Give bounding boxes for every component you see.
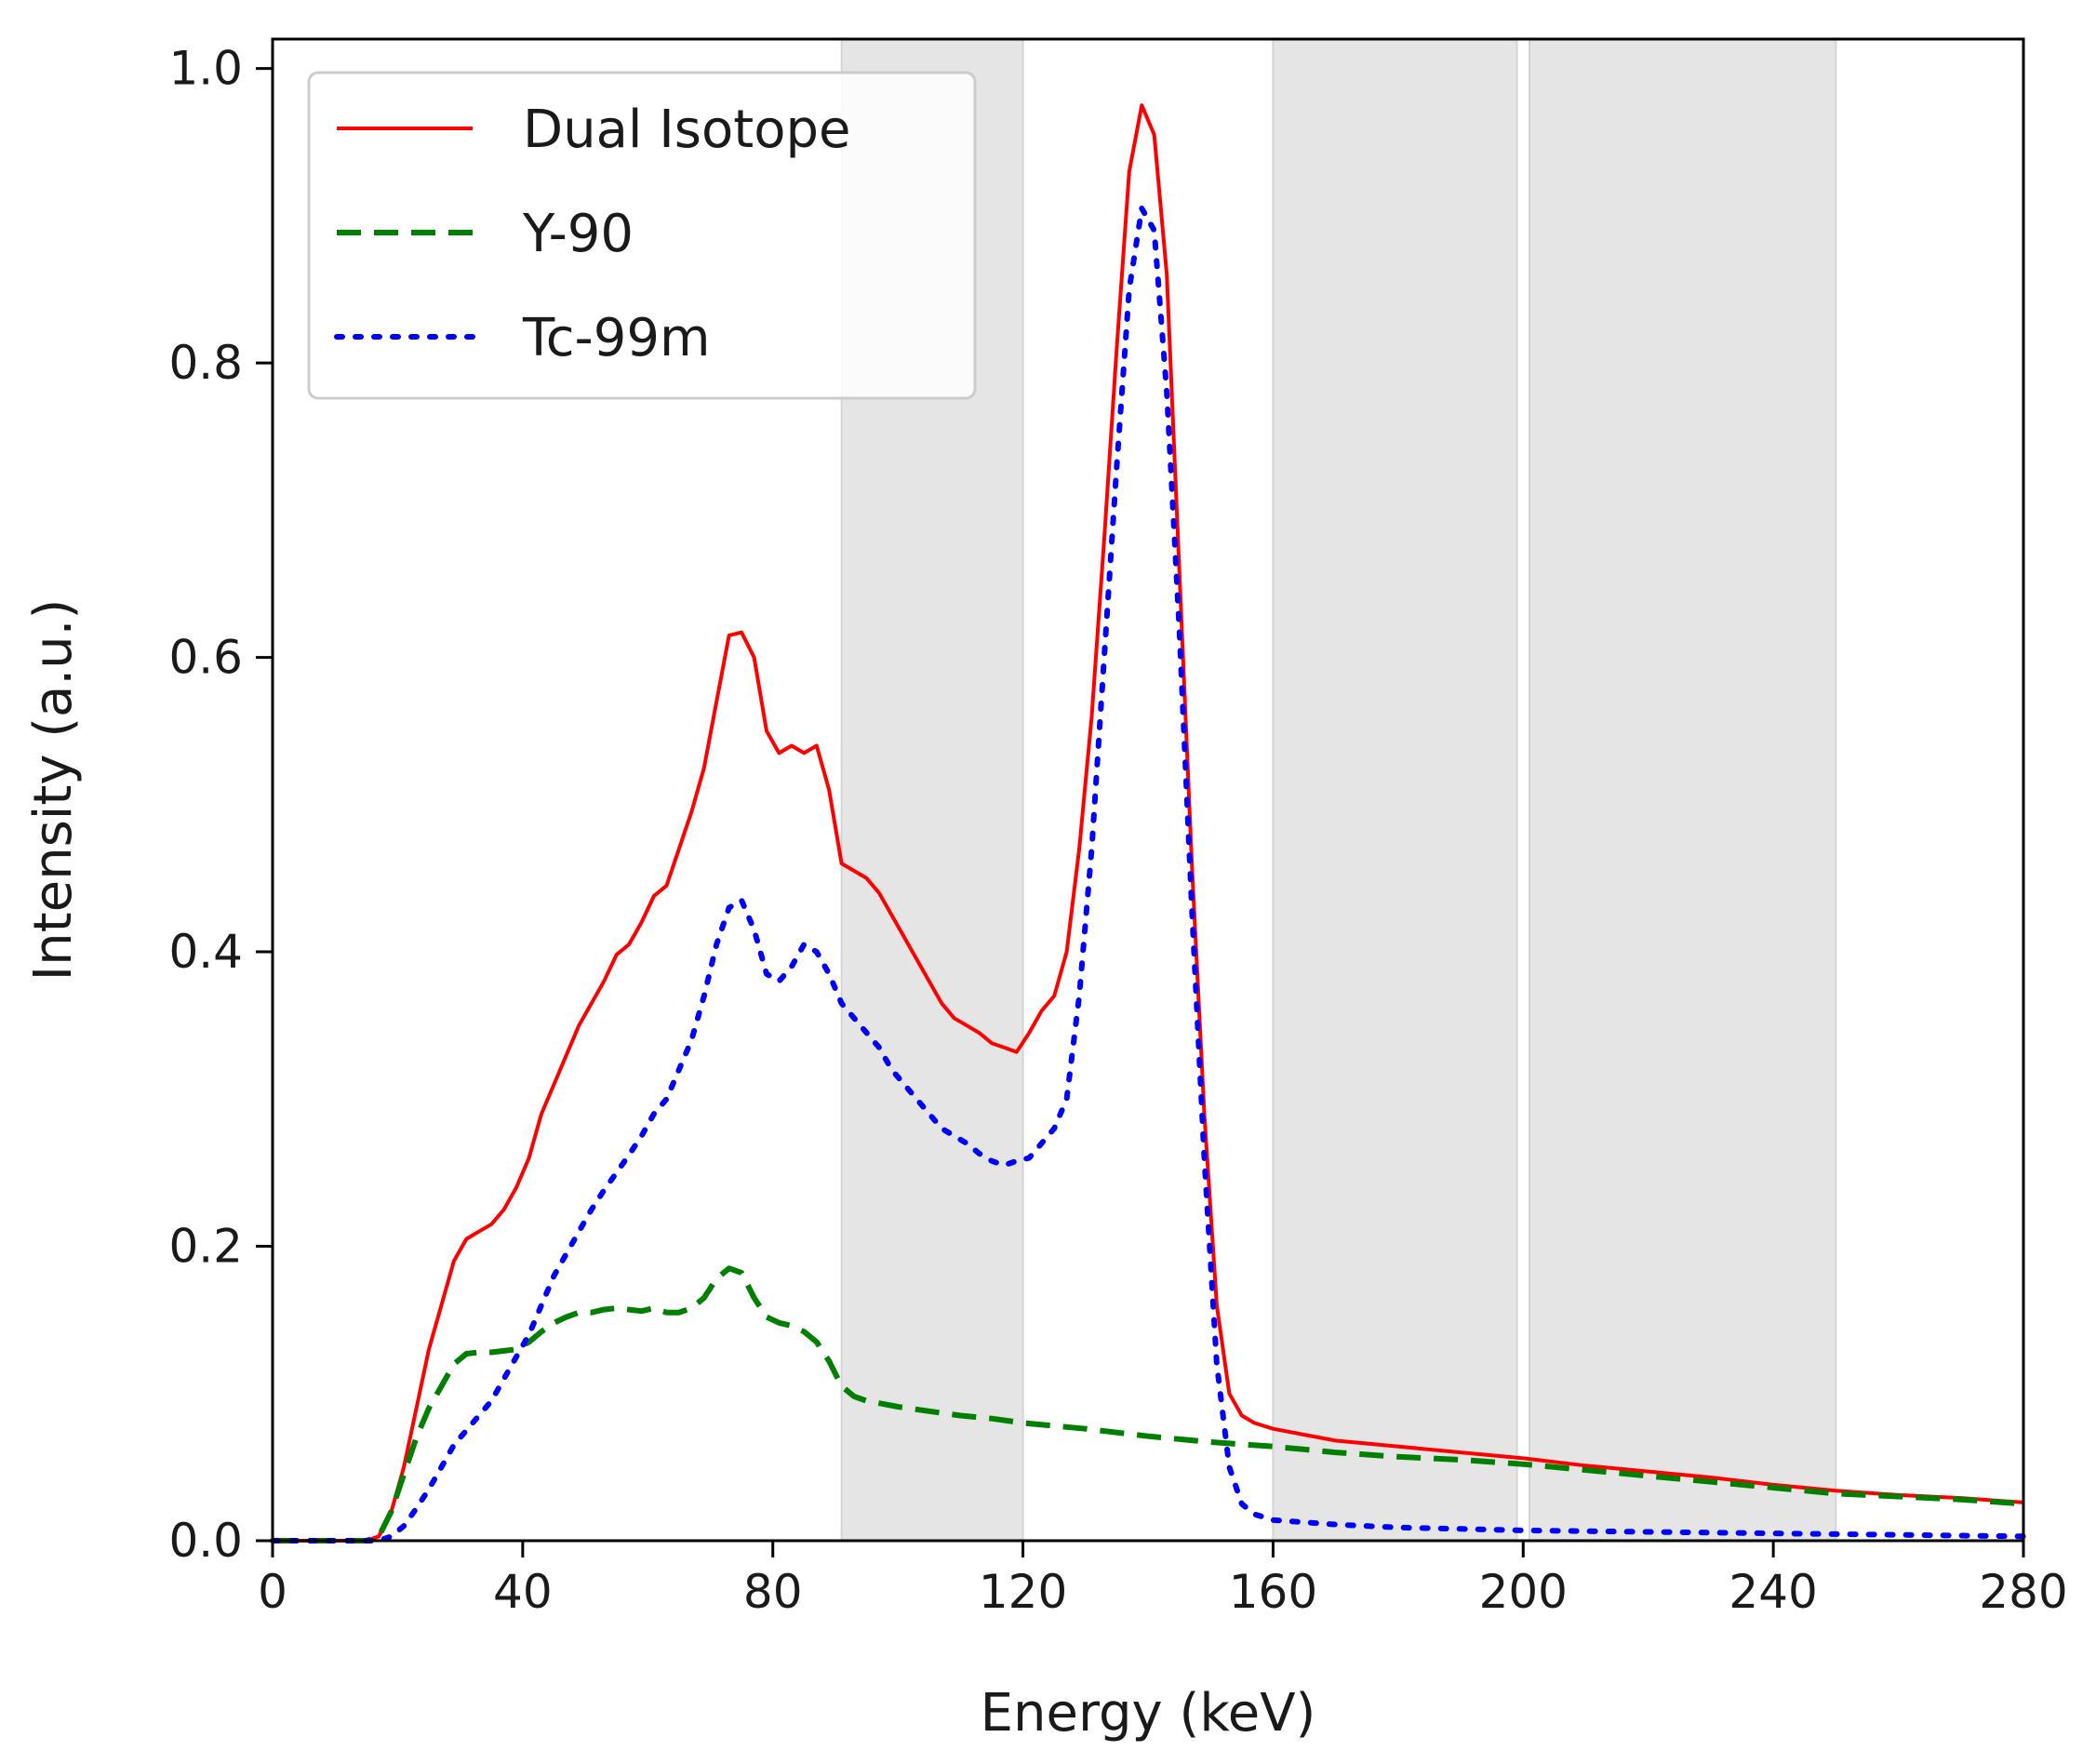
series-line-y-90	[273, 1265, 2024, 1544]
x-tick-label: 280	[1979, 1565, 2067, 1619]
shaded-band-2	[1272, 38, 1518, 1542]
x-tick-label: 160	[1229, 1565, 1317, 1619]
legend-label-3: Tc-99m	[522, 308, 711, 368]
y-tick-label: 0.6	[168, 631, 243, 685]
legend: Dual Isotope Y-90 Tc-99m	[307, 71, 977, 400]
y-tick-label: 0.0	[168, 1514, 243, 1568]
legend-box	[307, 71, 977, 400]
y-tick-label: 0.8	[168, 336, 243, 390]
legend-label-2: Y-90	[522, 204, 634, 264]
plot-frame	[271, 37, 2025, 1543]
y-tick-label: 0.2	[168, 1220, 243, 1274]
x-tick-label: 240	[1729, 1565, 1817, 1619]
x-tick-label: 80	[743, 1565, 803, 1619]
series-line-tc-99m	[270, 206, 2026, 1544]
y-tick-label: 1.0	[168, 42, 243, 96]
series-line-dual-isotope	[273, 103, 2024, 1543]
y-tick-label: 0.4	[168, 925, 243, 979]
x-tick-label: 120	[979, 1565, 1067, 1619]
y-axis-ticks: 0.0 0.2 0.4 0.6 0.8 1.0	[168, 42, 273, 1568]
x-tick-label: 200	[1479, 1565, 1568, 1619]
shaded-windows	[840, 38, 1837, 1542]
y-axis-label: Intensity (a.u.)	[23, 599, 84, 982]
shaded-band-3	[1529, 38, 1837, 1542]
series-lines	[270, 103, 2026, 1544]
x-tick-label: 0	[258, 1565, 287, 1619]
x-axis-ticks: 0 40 80 120 160 200 240 280	[258, 1541, 2068, 1619]
legend-label-1: Dual Isotope	[523, 100, 850, 160]
x-tick-label: 40	[493, 1565, 553, 1619]
x-axis-label: Energy (keV)	[981, 1683, 1316, 1744]
